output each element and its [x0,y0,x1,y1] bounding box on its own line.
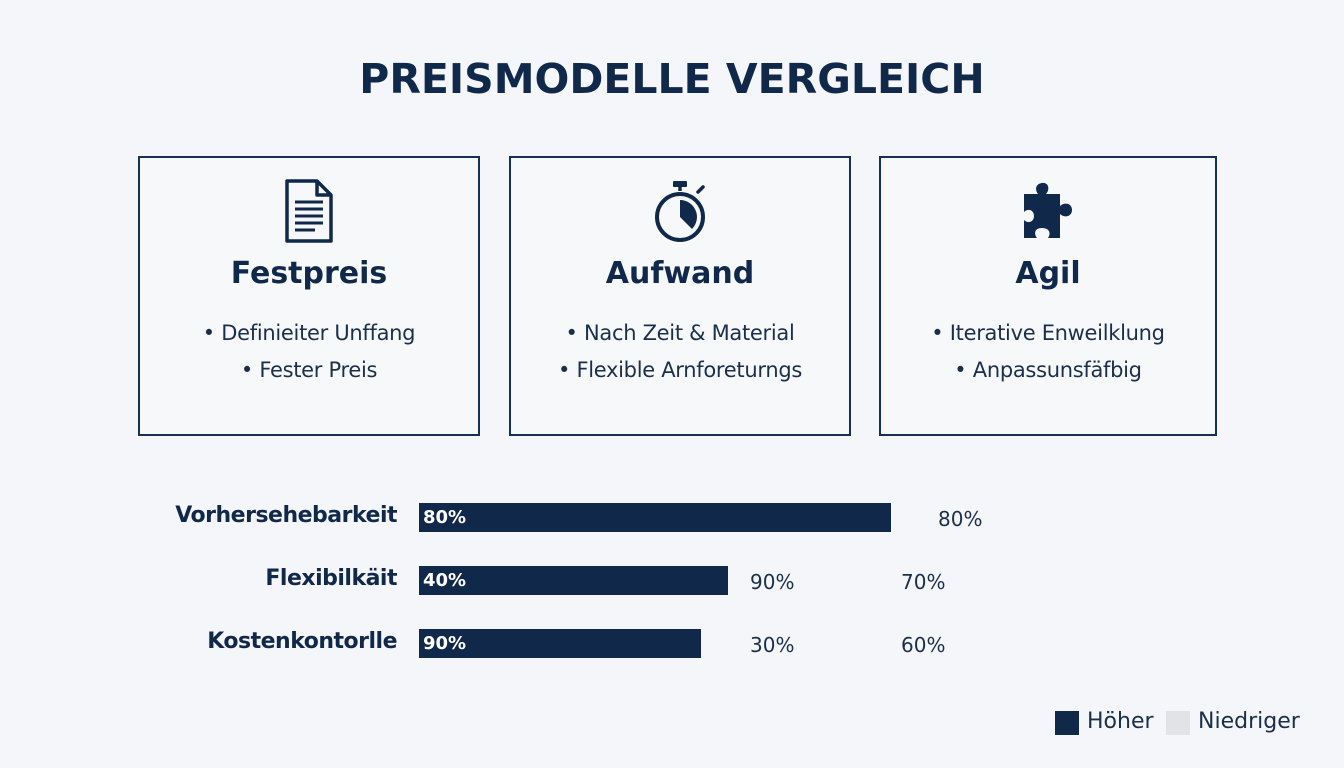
document-icon [274,176,344,246]
legend-label: Niedriger [1198,709,1300,734]
card-title: Agil [1015,256,1081,291]
bar [419,503,891,532]
card-feature: • Nach Zeit & Material [565,321,795,345]
card-feature: • Fester Preis [240,358,378,382]
card-feature: • Flexible Arnforeturngs [557,358,803,382]
legend-label: Höher [1087,709,1154,734]
card-title: Festpreis [230,256,388,291]
bar-value-label: 40% [423,570,467,591]
card-title: Aufwand [605,256,755,291]
puzzle-icon [1013,176,1083,246]
feature-text: Iterative Enweilklung [949,321,1165,345]
feature-text: Flexible Arnforeturngs [576,358,803,382]
value-label: 60% [901,633,946,657]
value-label: 80% [938,507,983,531]
category-label: Flexibilkäit [265,566,397,591]
card-feature: • Iterative Enweilklung [931,321,1165,345]
card-agil: Agil • Iterative Enweilklung • Anpassuns… [879,156,1217,436]
bar-value-label: 90% [423,633,467,654]
category-label: Vorhersehebarkeit [175,503,397,528]
feature-text: Definieiter Unffang [221,321,416,345]
value-label: 30% [750,633,795,657]
card-feature: • Anpassunsfäfbig [954,358,1142,382]
legend-swatch [1055,711,1079,735]
category-label: Kostenkontorlle [207,629,397,654]
page-title: PREISMODELLE VERGLEICH [359,55,985,103]
bar [419,566,728,595]
value-label: 90% [750,570,795,594]
feature-text: Fester Preis [259,358,378,382]
value-label: 70% [901,570,946,594]
bar-value-label: 80% [423,507,467,528]
feature-text: Nach Zeit & Material [583,321,795,345]
card-aufwand: Aufwand • Nach Zeit & Material • Flexibl… [509,156,851,436]
legend-swatch [1166,711,1190,735]
feature-text: Anpassunsfäfbig [972,358,1142,382]
card-festpreis: Festpreis • Definieiter Unffang • Fester… [138,156,480,436]
bar [419,629,701,658]
stopwatch-icon [645,176,715,246]
card-feature: • Definieiter Unffang [202,321,416,345]
